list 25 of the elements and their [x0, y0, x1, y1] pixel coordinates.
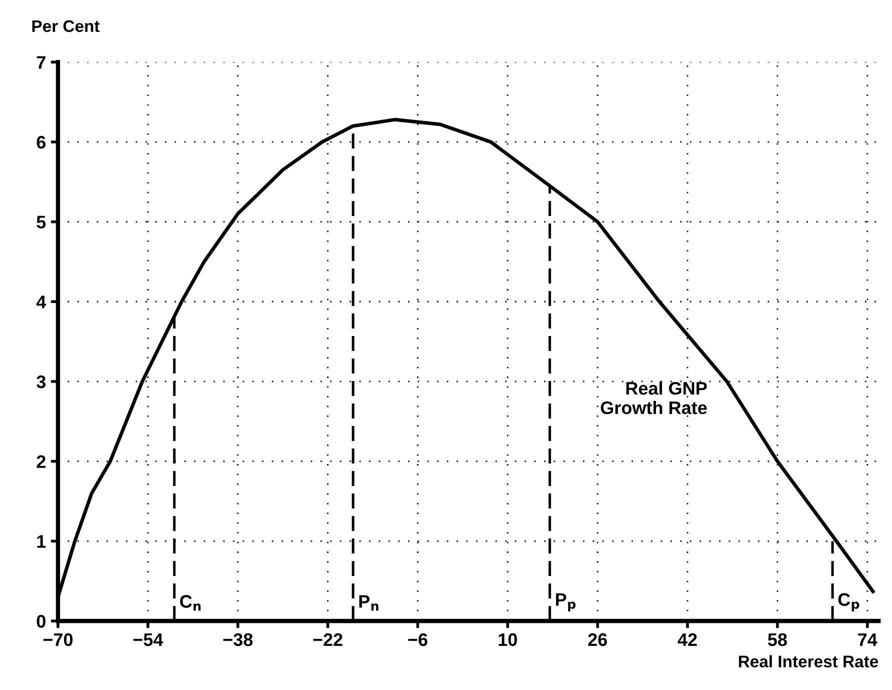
- y-tick-label: 5: [36, 216, 46, 229]
- y-tick-label: 2: [36, 455, 46, 468]
- x-tick-label: 10: [498, 633, 517, 646]
- y-axis-title: Per Cent: [32, 20, 100, 32]
- x-tick-label: 42: [678, 633, 697, 646]
- x-tick-label: 58: [768, 633, 787, 646]
- series-label: C$_{n}$: [180, 595, 201, 611]
- x-tick-label: −38: [223, 633, 253, 646]
- x-tick-label: −6: [408, 633, 428, 646]
- series-label: P$_{n}$: [359, 595, 378, 611]
- x-tick-label: 26: [588, 633, 607, 646]
- x-tick-label: 74: [858, 633, 878, 646]
- y-tick-label: 6: [36, 136, 46, 149]
- series-label: P$_{p}$: [556, 593, 576, 612]
- series-label: C$_{p}$: [838, 593, 860, 612]
- x-tick-label: −54: [133, 633, 164, 646]
- y-tick-label: 1: [37, 535, 46, 548]
- x-axis-title: Real Interest Rate: [738, 655, 878, 668]
- x-tick-label: −22: [313, 633, 342, 646]
- series-label: Real GNP Growth Rate: [600, 381, 707, 414]
- y-tick-label: 0: [36, 614, 46, 628]
- y-tick-label: 7: [36, 56, 46, 69]
- y-tick-label: 4: [36, 296, 46, 308]
- y-tick-label: 3: [36, 375, 46, 388]
- x-tick-label: −70: [43, 633, 73, 646]
